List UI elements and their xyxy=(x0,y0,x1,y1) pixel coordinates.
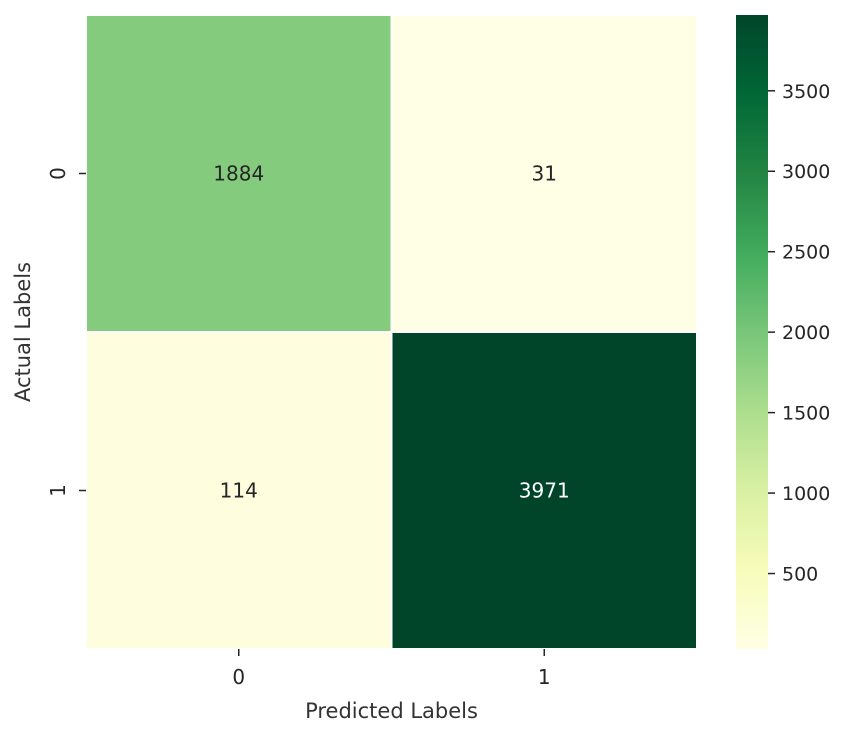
y-axis-label: Actual Labels xyxy=(11,262,35,402)
y-axis-ticks: 01 xyxy=(46,167,86,497)
colorbar xyxy=(736,15,768,649)
heatmap-cells xyxy=(85,14,698,650)
y-tick-label: 1 xyxy=(46,484,70,497)
heatmap-cell xyxy=(390,14,698,333)
heatmap-cell-labels: 1884 31 114 3971 xyxy=(213,162,569,503)
cell-value-label: 31 xyxy=(532,162,557,186)
x-tick-label: 1 xyxy=(538,665,551,689)
heatmap-cell xyxy=(85,14,393,333)
colorbar-tick-label: 3000 xyxy=(782,161,830,183)
heatmap-cell xyxy=(390,331,698,650)
cell-value-label: 3971 xyxy=(519,479,570,503)
x-tick-label: 0 xyxy=(232,665,245,689)
colorbar-tick-label: 2000 xyxy=(782,322,830,344)
colorbar-tick-label: 3500 xyxy=(782,81,830,103)
colorbar-tick-label: 2500 xyxy=(782,242,830,264)
colorbar-ticks: 500 1000 1500 2000 2500 3000 3500 xyxy=(768,81,830,586)
y-tick-label: 0 xyxy=(46,167,70,180)
colorbar-tick-label: 1000 xyxy=(782,483,830,505)
heatmap-cell xyxy=(85,331,393,650)
cell-value-label: 114 xyxy=(220,479,258,503)
cell-value-label: 1884 xyxy=(213,162,264,186)
x-axis-label: Predicted Labels xyxy=(305,699,478,723)
colorbar-tick-label: 1500 xyxy=(782,403,830,425)
colorbar-tick-label: 500 xyxy=(782,564,818,586)
